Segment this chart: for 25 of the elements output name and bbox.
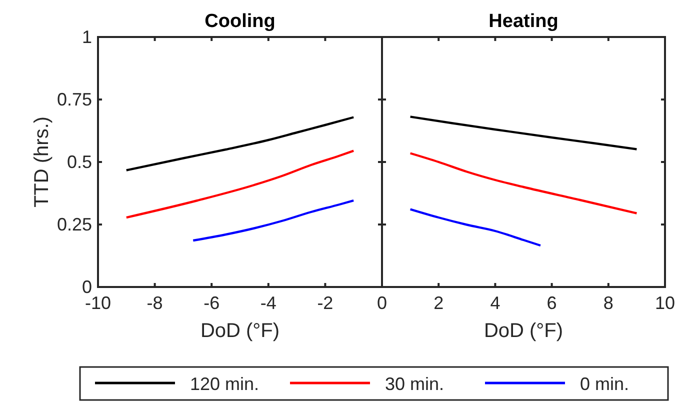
y-tick-label: 0.25 bbox=[56, 214, 92, 234]
x-tick-label: -6 bbox=[204, 293, 220, 313]
y-tick-label: 0.5 bbox=[66, 152, 92, 172]
legend-label: 120 min. bbox=[190, 374, 260, 394]
x-tick-label: 0 bbox=[376, 293, 388, 313]
legend-label: 30 min. bbox=[385, 374, 444, 394]
chart-title: Heating bbox=[488, 11, 558, 32]
x-tick-label: 10 bbox=[654, 293, 676, 313]
chart-title: Cooling bbox=[204, 11, 276, 32]
x-tick-label: 2 bbox=[434, 293, 444, 313]
line-series bbox=[125, 150, 355, 219]
x-tick-label: -2 bbox=[317, 293, 334, 313]
x-tick-label: 6 bbox=[546, 293, 557, 313]
y-tick-label: 0.75 bbox=[56, 90, 92, 110]
x-axis-title: DoD (°F) bbox=[200, 320, 280, 342]
line-series bbox=[192, 199, 355, 242]
legend-label: 0 min. bbox=[580, 374, 630, 394]
y-axis-title: TTD (hrs.) bbox=[31, 116, 53, 208]
x-tick-label: 4 bbox=[490, 293, 500, 313]
y-tick-label: 1 bbox=[82, 27, 92, 47]
x-tick-label: -4 bbox=[260, 293, 276, 313]
x-axis-title: DoD (°F) bbox=[484, 320, 564, 342]
x-tick-label: -8 bbox=[146, 293, 163, 313]
x-tick-label: 8 bbox=[603, 293, 614, 313]
line-series bbox=[125, 116, 355, 172]
